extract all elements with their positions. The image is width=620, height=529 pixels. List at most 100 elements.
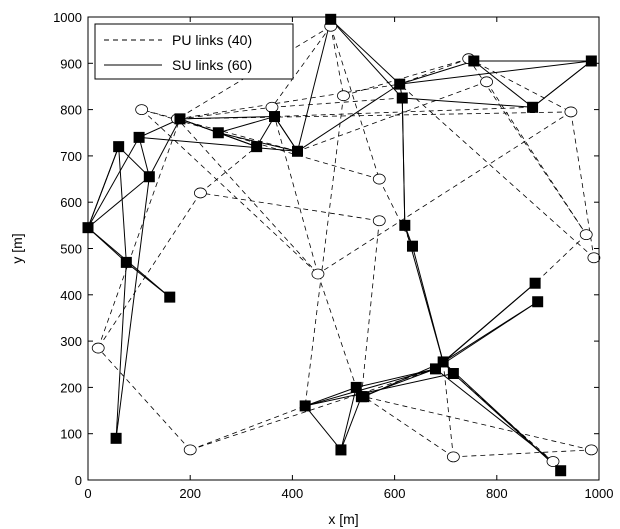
su-node	[429, 363, 441, 375]
x-tick-label: 200	[179, 486, 201, 501]
pu-link	[97, 118, 181, 349]
pu-link	[378, 178, 413, 247]
y-tick-label: 600	[60, 195, 82, 210]
su-node	[335, 444, 347, 456]
y-tick-label: 1000	[53, 10, 82, 25]
su-node	[269, 111, 281, 123]
su-node	[447, 368, 459, 380]
x-axis-label: x [m]	[328, 511, 358, 527]
su-node	[406, 240, 418, 252]
su-link	[139, 136, 298, 152]
pu-link	[190, 405, 306, 451]
su-link	[115, 262, 127, 439]
pu-node	[564, 106, 578, 118]
pu-link	[274, 116, 319, 275]
su-node	[585, 55, 597, 67]
su-node	[394, 78, 406, 90]
su-node	[164, 291, 176, 303]
y-tick-label: 200	[60, 380, 82, 395]
x-tick-label: 600	[384, 486, 406, 501]
pu-node	[584, 444, 598, 456]
pu-link	[97, 347, 191, 451]
legend-label: SU links (60)	[172, 57, 252, 73]
pu-link	[468, 58, 572, 113]
y-axis-label: y [m]	[9, 233, 25, 263]
pu-nodes-layer	[91, 20, 601, 467]
su-link	[305, 386, 357, 407]
su-link	[330, 18, 401, 85]
su-link	[297, 83, 400, 152]
pu-link	[97, 192, 201, 349]
su-node	[113, 141, 125, 153]
y-tick-label: 900	[60, 56, 82, 71]
pu-link	[271, 26, 332, 108]
pu-link	[190, 368, 436, 451]
pu-link	[200, 192, 380, 222]
y-tick-label: 400	[60, 288, 82, 303]
su-node	[110, 432, 122, 444]
pu-node	[372, 173, 386, 185]
su-link	[115, 176, 150, 439]
pu-link	[317, 111, 572, 275]
su-links-layer	[87, 18, 592, 472]
pu-link	[360, 220, 380, 397]
su-node	[532, 296, 544, 308]
y-tick-label: 800	[60, 103, 82, 118]
su-link	[363, 361, 444, 398]
plot-frame	[87, 16, 600, 481]
y-tick-label: 500	[60, 242, 82, 257]
pu-link	[534, 234, 587, 284]
su-link	[126, 261, 171, 298]
pu-link	[363, 396, 592, 451]
pu-node	[372, 215, 386, 227]
pu-link	[271, 97, 403, 108]
su-link	[87, 137, 140, 228]
pu-link	[399, 58, 469, 85]
pu-link	[274, 106, 533, 117]
legend: PU links (40) SU links (60)	[94, 23, 294, 80]
pu-node	[546, 456, 560, 467]
pu-node	[135, 104, 149, 115]
su-node	[120, 256, 132, 268]
su-link	[304, 405, 342, 451]
su-node	[174, 113, 186, 125]
pu-link	[177, 118, 319, 275]
su-node	[212, 127, 224, 139]
su-node	[396, 92, 408, 104]
su-link	[274, 116, 298, 152]
pu-link	[330, 26, 344, 96]
su-link	[399, 60, 474, 85]
y-tick-label: 300	[60, 334, 82, 349]
su-node	[133, 131, 145, 143]
su-link	[435, 301, 538, 370]
pu-link	[343, 58, 469, 97]
su-node	[437, 356, 449, 368]
su-node	[555, 465, 567, 477]
su-link	[435, 282, 536, 370]
pu-node	[337, 90, 350, 102]
su-link	[138, 137, 150, 177]
su-node	[251, 141, 263, 153]
y-tick-label: 700	[60, 149, 82, 164]
su-link	[473, 60, 533, 108]
su-node	[399, 219, 411, 231]
pu-link	[297, 81, 487, 152]
pu-link	[570, 111, 595, 258]
pu-link	[442, 361, 454, 457]
su-link	[179, 116, 275, 120]
pu-node	[91, 342, 105, 354]
su-link	[297, 19, 332, 152]
pu-node	[480, 76, 493, 88]
su-node	[527, 101, 539, 113]
su-node	[299, 400, 311, 412]
su-node	[468, 55, 480, 67]
pu-link	[177, 25, 331, 120]
x-tick-label: 800	[486, 486, 508, 501]
x-tick-label: 0	[84, 486, 91, 501]
su-link	[218, 116, 275, 134]
su-link	[402, 97, 533, 108]
x-tick-label: 1000	[585, 486, 614, 501]
pu-link	[363, 396, 454, 458]
pu-node	[587, 252, 601, 264]
